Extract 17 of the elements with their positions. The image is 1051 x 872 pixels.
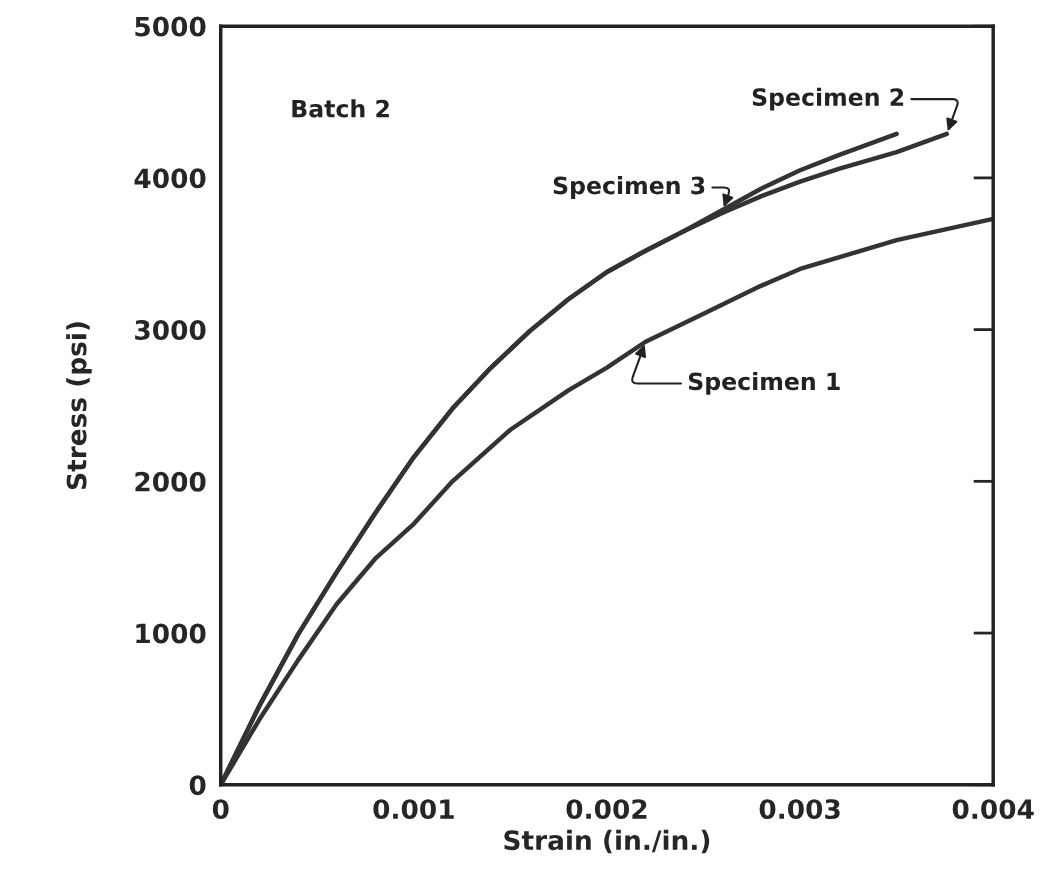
x-tick-label: 0: [212, 799, 229, 820]
y-tick-label: 0: [189, 775, 206, 796]
y-axis-title: Stress (psi): [66, 322, 92, 490]
series-label: Specimen 1: [688, 372, 840, 395]
y-tick-label: 4000: [134, 168, 206, 189]
series-label: Specimen 3: [553, 176, 705, 199]
y-tick-label: 2000: [135, 471, 206, 492]
y-tick-label: 5000: [135, 16, 206, 37]
x-tick-label: 0.002: [566, 799, 647, 820]
annotation: Batch 2: [292, 99, 389, 118]
x-axis-title: Strain (in./in.): [504, 829, 710, 854]
x-tick-label: 0.001: [373, 799, 454, 820]
x-tick-label: 0.003: [759, 799, 840, 820]
y-tick-label: 1000: [136, 623, 206, 644]
y-tick-label: 3000: [135, 320, 206, 341]
x-tick-label: 0.004: [952, 799, 1034, 820]
series-label: Specimen 2: [752, 87, 904, 111]
